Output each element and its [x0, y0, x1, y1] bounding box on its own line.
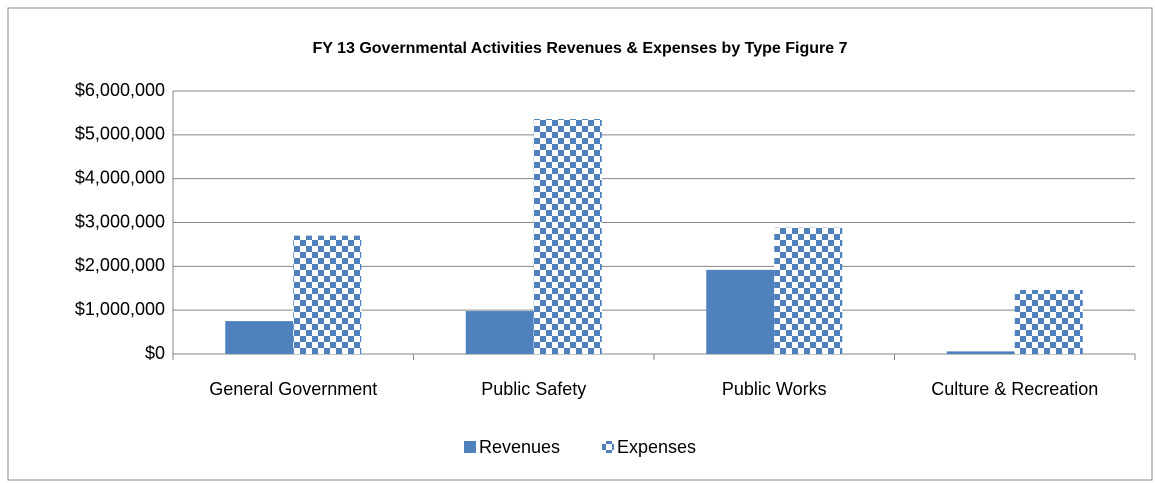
y-tick-label: $4,000,000	[75, 167, 165, 187]
y-tick-label: $0	[145, 343, 165, 363]
y-tick-label: $5,000,000	[75, 124, 165, 144]
x-tick-label: General Government	[209, 379, 377, 399]
y-tick-label: $1,000,000	[75, 299, 165, 319]
bar	[1014, 290, 1083, 354]
y-tick-label: $2,000,000	[75, 255, 165, 275]
bar	[706, 269, 775, 354]
x-tick-label: Public Safety	[481, 379, 586, 399]
x-tick-label: Public Works	[722, 379, 827, 399]
legend-swatch	[602, 441, 614, 453]
legend-swatch	[464, 441, 476, 453]
bar	[293, 235, 362, 354]
bar	[225, 321, 294, 354]
x-tick-label: Culture & Recreation	[931, 379, 1098, 399]
legend-label: Expenses	[617, 437, 696, 457]
y-tick-label: $3,000,000	[75, 211, 165, 231]
y-tick-label: $6,000,000	[75, 80, 165, 100]
bar	[533, 119, 602, 354]
bar	[946, 351, 1015, 354]
chart-title: FY 13 Governmental Activities Revenues &…	[312, 40, 847, 57]
bar	[774, 227, 843, 354]
legend-label: Revenues	[479, 437, 560, 457]
bar	[465, 311, 534, 354]
